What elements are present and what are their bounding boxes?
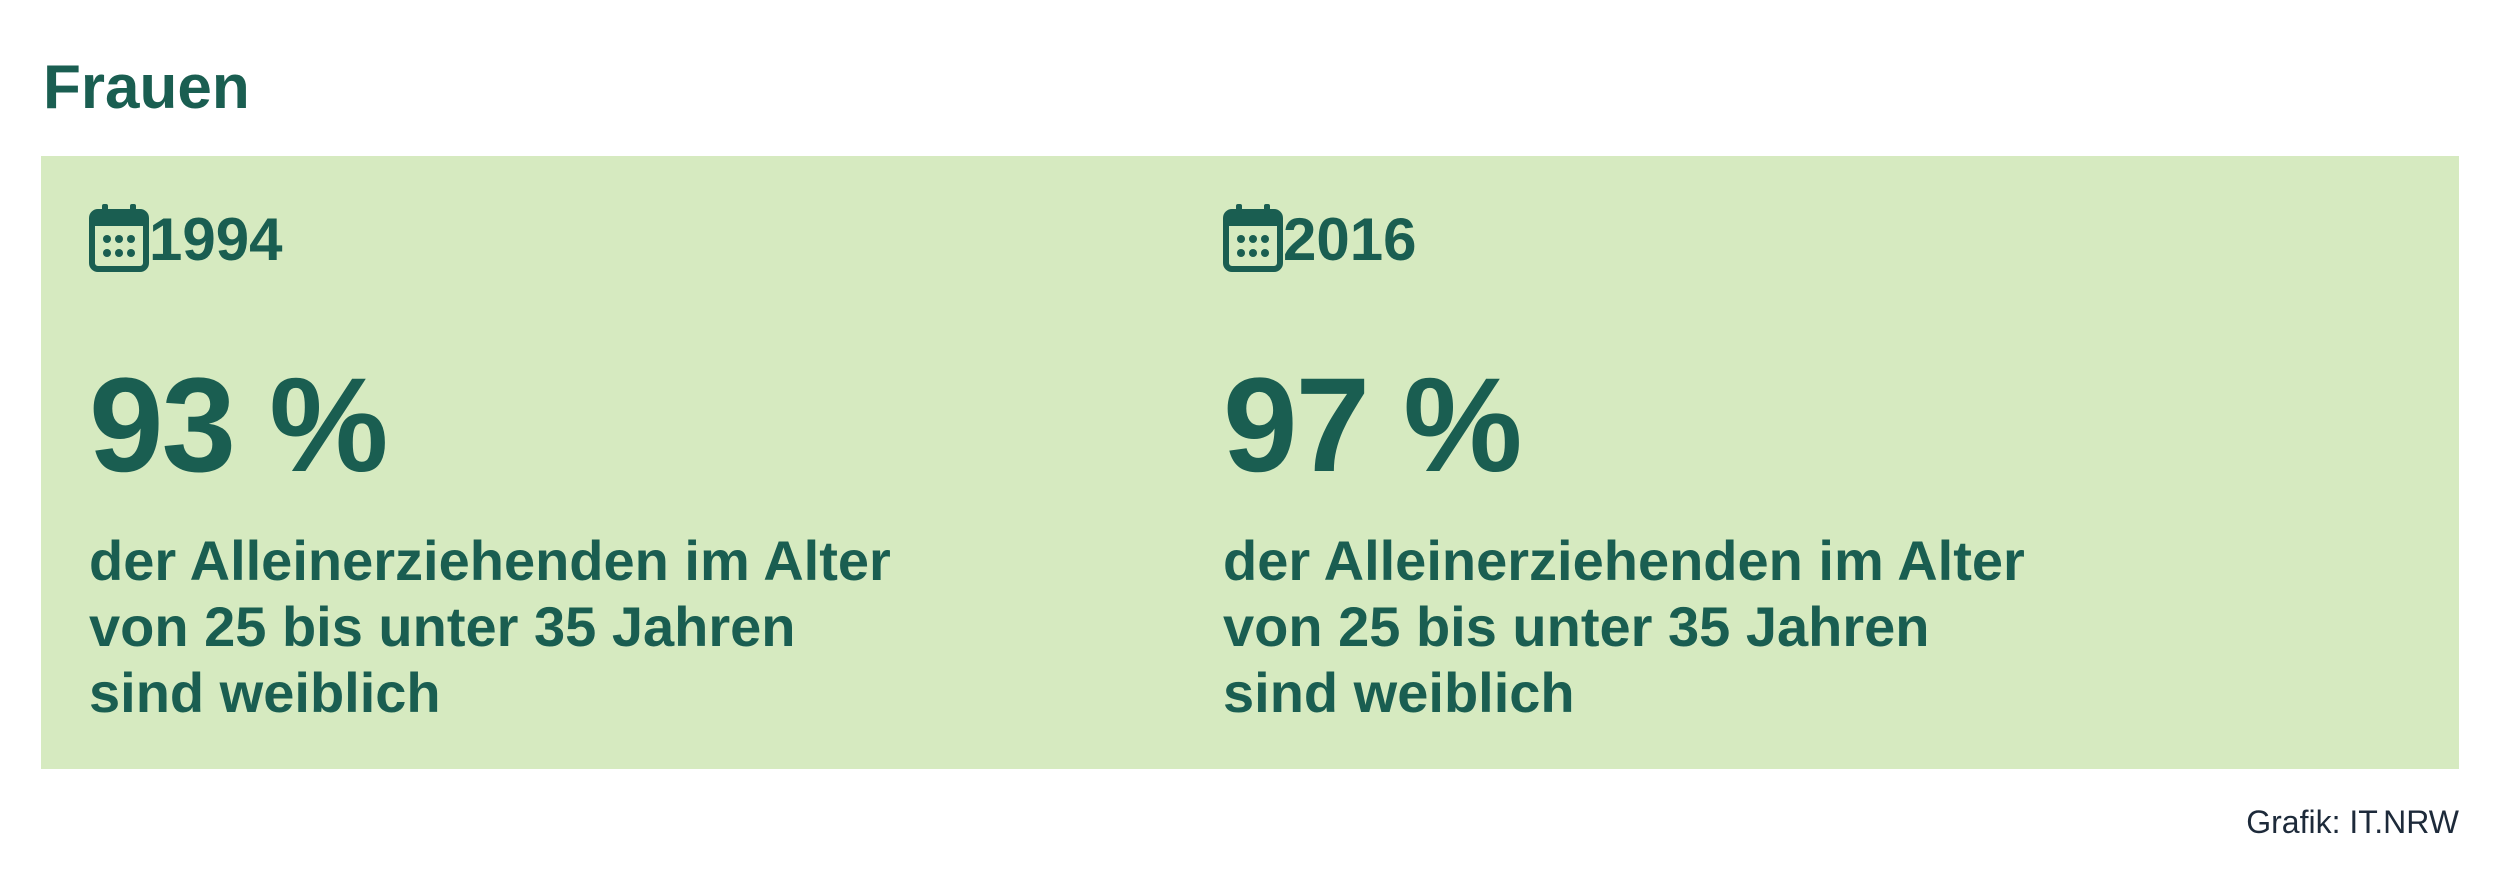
description-line: von 25 bis unter 35 Jahren xyxy=(1223,595,1930,658)
description-line: sind weiblich xyxy=(89,661,441,724)
description-line: sind weiblich xyxy=(1223,661,1575,724)
calendar-icon xyxy=(1223,204,1283,272)
description: der Alleinerziehenden im Alter von 25 bis… xyxy=(1223,528,2025,726)
title: Frauen xyxy=(43,53,250,122)
icon xyxy=(1223,204,1283,277)
credit: Grafik: IT.NRW xyxy=(2246,804,2459,840)
description-line: der Alleinerziehenden im Alter xyxy=(89,529,891,592)
year: 2016 xyxy=(1283,206,1417,273)
description: der Alleinerziehenden im Alter von 25 bis… xyxy=(89,528,891,726)
year: 1994 xyxy=(149,206,283,273)
icon xyxy=(89,204,149,277)
panel: 1994 93 % der Alleinerziehenden im Alter vo… xyxy=(89,156,1189,769)
value: 97 % xyxy=(1223,351,1522,500)
panel: 2016 97 % der Alleinerziehenden im Alter vo… xyxy=(1223,156,2323,769)
description-line: von 25 bis unter 35 Jahren xyxy=(89,595,796,658)
value: 93 % xyxy=(89,351,388,500)
calendar-icon xyxy=(89,204,149,272)
description-line: der Alleinerziehenden im Alter xyxy=(1223,529,2025,592)
content-box: 1994 93 % der Alleinerziehenden im Alter vo… xyxy=(41,156,2459,769)
